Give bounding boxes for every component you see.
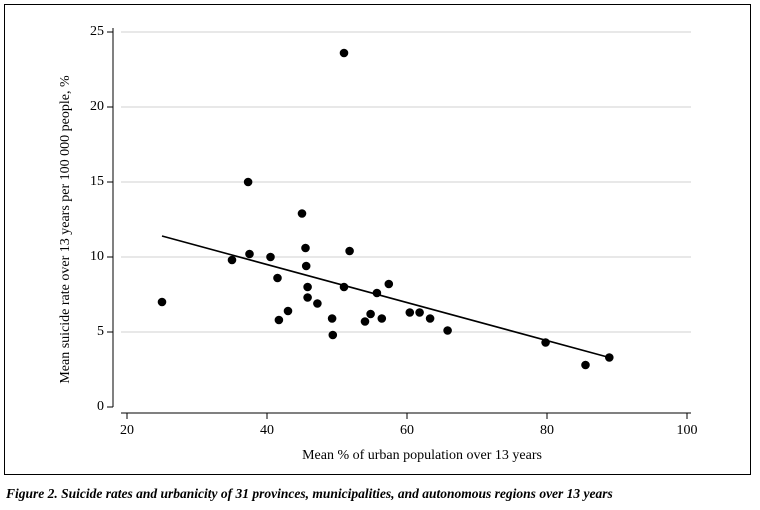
x-tick-label-1: 40 <box>260 423 274 438</box>
data-point-22 <box>372 288 382 298</box>
data-point-19 <box>345 246 354 256</box>
data-point-21 <box>366 309 375 319</box>
data-point-20 <box>360 317 370 326</box>
y-tick-label-2: 10 <box>90 249 104 264</box>
data-point-18 <box>339 282 349 292</box>
y-tick-label-0: 0 <box>97 399 104 414</box>
x-tick-label-2: 60 <box>400 423 414 438</box>
y-tick-label-4: 20 <box>90 99 104 114</box>
fit-line <box>161 235 610 359</box>
data-point-26 <box>415 308 424 317</box>
chart-frame: 0 5 10 15 20 25 20 40 60 80 100 Mean % of urban po… <box>4 4 751 475</box>
data-point-3 <box>243 177 253 187</box>
x-tick-label-3: 80 <box>540 423 554 438</box>
data-point-31 <box>605 353 614 362</box>
gridlines <box>121 31 691 333</box>
data-point-28 <box>443 326 452 335</box>
data-point-27 <box>425 314 435 323</box>
y-tick-label-3: 15 <box>90 174 104 189</box>
data-point-5 <box>266 252 275 262</box>
data-point-8 <box>283 306 293 316</box>
data-point-9 <box>297 209 307 218</box>
data-point-29 <box>541 338 550 347</box>
data-point-17 <box>339 48 349 58</box>
data-points <box>157 48 614 370</box>
data-point-11 <box>301 261 311 271</box>
data-point-12 <box>303 282 312 292</box>
data-point-4 <box>245 249 254 259</box>
data-point-15 <box>327 314 337 323</box>
data-point-2 <box>227 255 237 265</box>
data-point-30 <box>581 360 590 370</box>
data-point-16 <box>328 330 338 340</box>
scatter-plot: 0 5 10 15 20 25 20 40 60 80 100 Mean % of urban po… <box>58 24 698 463</box>
data-point-23 <box>377 314 387 323</box>
x-tick-label-0: 20 <box>120 423 134 438</box>
data-point-13 <box>303 293 312 302</box>
data-point-10 <box>301 243 310 253</box>
fit-line-layer <box>161 235 610 359</box>
axes: 0 5 10 15 20 25 20 40 60 80 100 <box>90 24 698 438</box>
data-point-25 <box>405 308 415 317</box>
figure-caption: Figure 2. Suicide rates and urbanicity o… <box>6 486 613 501</box>
data-point-1 <box>157 297 167 307</box>
x-axis-label: Mean % of urban population over 13 years <box>302 448 542 463</box>
data-point-6 <box>273 273 282 283</box>
x-tick-label-4: 100 <box>677 423 698 438</box>
y-tick-label-1: 5 <box>97 324 104 339</box>
data-point-24 <box>384 279 394 289</box>
data-point-14 <box>313 299 322 308</box>
y-axis-label: Mean suicide rate over 13 years per 100 … <box>58 75 73 384</box>
y-tick-label-5: 25 <box>90 24 104 39</box>
data-point-7 <box>274 315 284 325</box>
